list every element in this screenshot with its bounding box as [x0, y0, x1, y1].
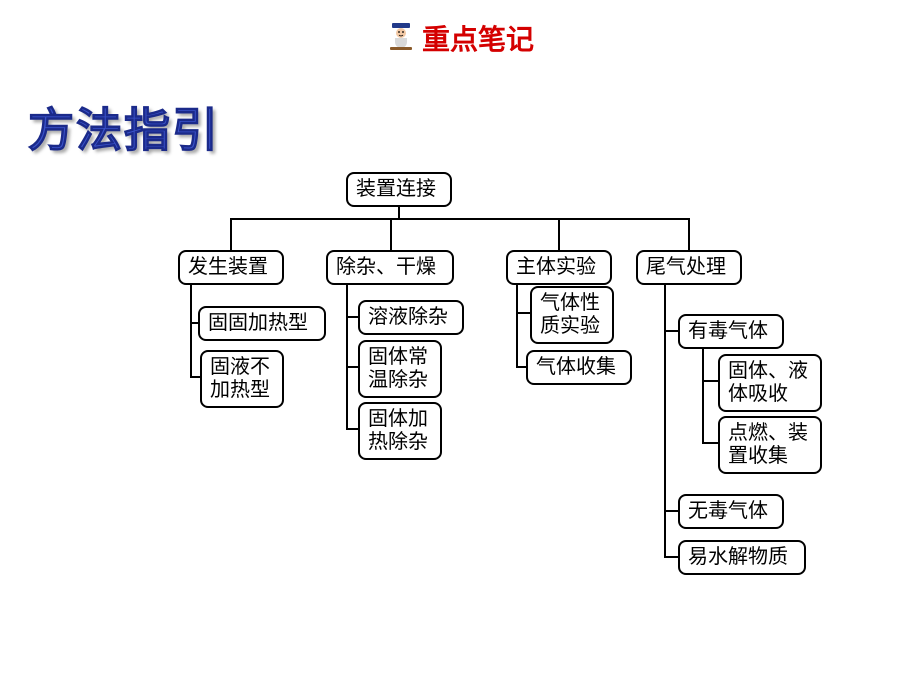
- connector-vline: [664, 282, 666, 558]
- connector-hline: [190, 376, 200, 378]
- connector-vline: [346, 282, 348, 430]
- scholar-icon: [386, 21, 416, 56]
- connector-vline: [702, 346, 704, 444]
- tree-node-b2a: 溶液除杂: [358, 300, 464, 335]
- tree-node-b1b: 固液不 加热型: [200, 350, 284, 408]
- tree-node-b4: 尾气处理: [636, 250, 742, 285]
- connector-hline: [346, 316, 358, 318]
- tree-node-b4a1: 固体、液 体吸收: [718, 354, 822, 412]
- header-title: 重点笔记: [422, 25, 534, 56]
- tree-node-root: 装置连接: [346, 172, 452, 207]
- connector-hline: [702, 380, 718, 382]
- connector-vline: [516, 282, 518, 368]
- connector-hline: [230, 218, 690, 220]
- page-header: 重点笔记: [0, 18, 920, 58]
- tree-node-b3: 主体实验: [506, 250, 612, 285]
- tree-node-b4c: 易水解物质: [678, 540, 806, 575]
- connector-vline: [688, 218, 690, 250]
- connector-hline: [516, 366, 526, 368]
- tree-node-b4a2: 点燃、装 置收集: [718, 416, 822, 474]
- connector-vline: [390, 218, 392, 250]
- connector-hline: [516, 312, 530, 314]
- tree-node-b4b: 无毒气体: [678, 494, 784, 529]
- tree-node-b4a: 有毒气体: [678, 314, 784, 349]
- connector-hline: [190, 322, 198, 324]
- tree-node-b2c: 固体加 热除杂: [358, 402, 442, 460]
- tree-node-b2: 除杂、干燥: [326, 250, 454, 285]
- connector-vline: [558, 218, 560, 250]
- subtitle: 方法指引: [28, 94, 220, 160]
- connector-hline: [664, 330, 678, 332]
- connector-vline: [230, 218, 232, 250]
- connector-hline: [346, 366, 358, 368]
- connector-vline: [190, 282, 192, 378]
- tree-node-b2b: 固体常 温除杂: [358, 340, 442, 398]
- connector-hline: [346, 428, 358, 430]
- tree-node-b1a: 固固加热型: [198, 306, 326, 341]
- connector-hline: [664, 510, 678, 512]
- connector-hline: [664, 556, 678, 558]
- connector-hline: [702, 442, 718, 444]
- tree-node-b3b: 气体收集: [526, 350, 632, 385]
- tree-node-b1: 发生装置: [178, 250, 284, 285]
- tree-node-b3a: 气体性 质实验: [530, 286, 614, 344]
